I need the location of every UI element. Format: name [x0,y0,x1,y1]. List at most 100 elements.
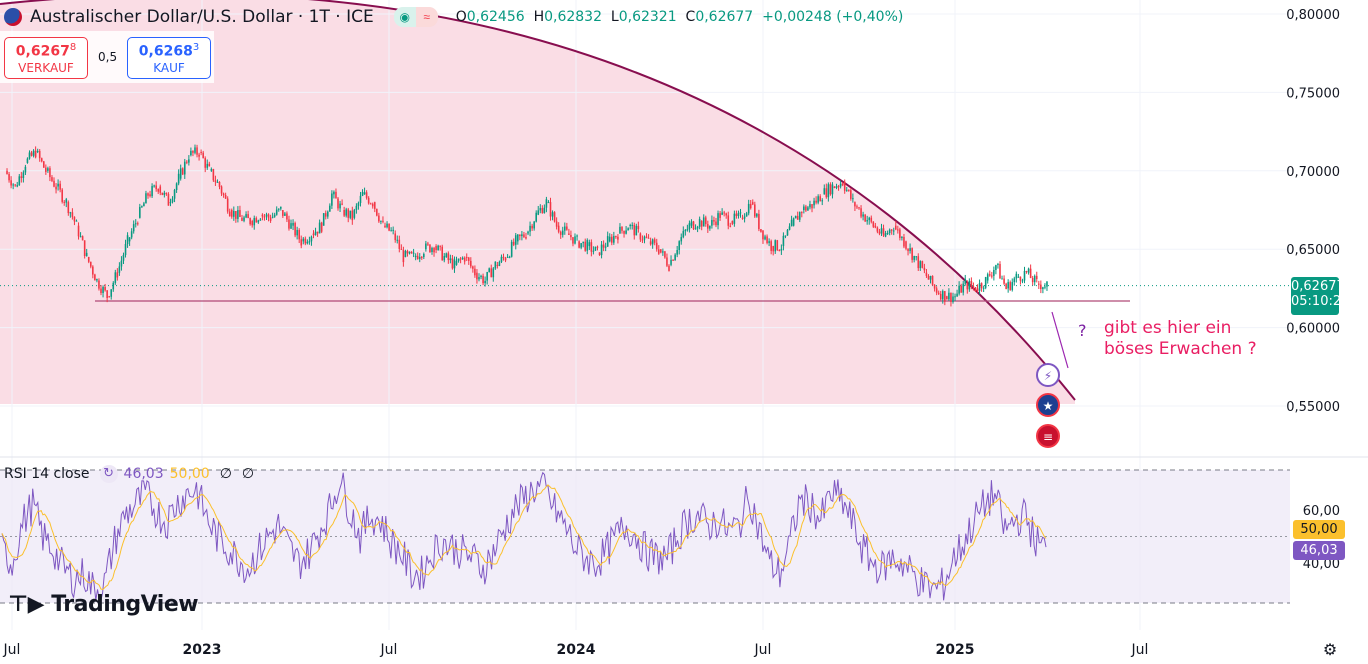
candle-body [721,212,723,215]
close-label: C [685,9,696,25]
candle-body [57,183,59,187]
candle-body [382,220,384,222]
candle-body [590,242,593,252]
candle-body [823,188,826,195]
candle-body [247,214,249,219]
candle-body [527,231,529,234]
candle-body [376,208,378,216]
candle-body [831,184,834,195]
candle-body [177,173,180,184]
candle-body [709,225,711,229]
candle-body [784,235,787,237]
candle-body [427,243,429,245]
candle-body [704,217,707,225]
candle-body [490,268,493,278]
candle-body [502,256,505,259]
candle-body [341,203,343,205]
symbol-title[interactable]: Australischer Dollar/U.S. Dollar · 1T · … [30,7,374,27]
candle-body [619,226,621,234]
gear-icon[interactable]: ⚙ [1322,642,1338,659]
candle-body [747,203,750,214]
candle-body [51,177,53,181]
candle-body [521,234,523,237]
candle-body [216,181,219,183]
candle-body [782,235,785,247]
candle-body [647,237,650,239]
candle-body [899,229,901,238]
candle-body [85,252,88,257]
market-status-icon[interactable]: ◉ [393,7,416,27]
candle-body [774,240,777,252]
rsi-y-tick-label: 60,00 [1303,504,1340,519]
candle-body [1013,278,1016,283]
candle-body [608,236,611,242]
sell-button[interactable]: 0,62678 VERKAUF [4,37,88,79]
candle-body [948,292,950,300]
candle-body [794,215,797,219]
candle-body [811,204,813,209]
candle-body [63,201,66,203]
candle-body [486,272,488,281]
candle-body [81,236,84,241]
candle-body [110,289,113,297]
status-pill[interactable]: ◉ ≈ [393,7,438,27]
candle-body [615,236,617,238]
candle-body [733,213,736,224]
candle-body [406,250,409,254]
axis-layer: 0,800000,750000,700000,650000,600000,550… [3,8,1340,658]
candle-body [825,188,828,198]
candle-body [206,163,209,168]
candle-body [796,215,799,220]
symbol-flag-icon [4,8,22,26]
candle-body [982,287,985,289]
candle-body [224,195,227,199]
candle-body [966,283,969,290]
candle-body [1046,281,1048,287]
candle-body [496,264,499,266]
candle-body [535,212,537,222]
annotation-text-line-1: gibt es hier ein [1104,318,1231,338]
candle-body [87,257,90,262]
candle-body [175,183,178,190]
rsi-title[interactable]: RSI 14 close [4,466,90,482]
candle-body [12,184,14,186]
candle-body [915,256,918,258]
candle-body [847,189,850,191]
candle-body [719,213,721,218]
candle-body [163,192,166,195]
candle-body [517,234,519,242]
candle-body [958,285,960,294]
candle-body [523,234,525,237]
data-status-icon[interactable]: ≈ [415,7,438,27]
candle-body [94,274,96,281]
chart-header: Australischer Dollar/U.S. Dollar · 1T · … [0,4,903,30]
candle-body [202,152,204,159]
candle-body [1003,278,1005,284]
candle-body [408,251,411,254]
candle-body [653,239,656,243]
candle-body [69,212,72,214]
candle-body [643,236,646,240]
buy-button[interactable]: 0,62683 KAUF [127,37,211,79]
candle-body [329,205,331,212]
candle-body [30,152,33,156]
candle-body [353,209,356,218]
refresh-icon[interactable]: ↻ [99,465,118,483]
candle-body [862,214,864,217]
candle-body [363,192,366,195]
last-price-tag: 0,62677 05:10:23 [1291,277,1349,315]
drawing-layer[interactable] [0,0,1290,401]
candle-body [155,185,157,190]
candle-body [508,256,511,258]
candle-body [480,275,482,278]
candle-body [621,226,623,231]
candle-body [680,237,683,242]
candle-body [649,241,652,245]
candle-body [220,186,223,194]
candle-body [449,258,452,261]
candle-body [815,200,817,203]
candle-body [10,180,12,186]
candle-body [956,293,958,297]
candle-body [686,229,689,231]
